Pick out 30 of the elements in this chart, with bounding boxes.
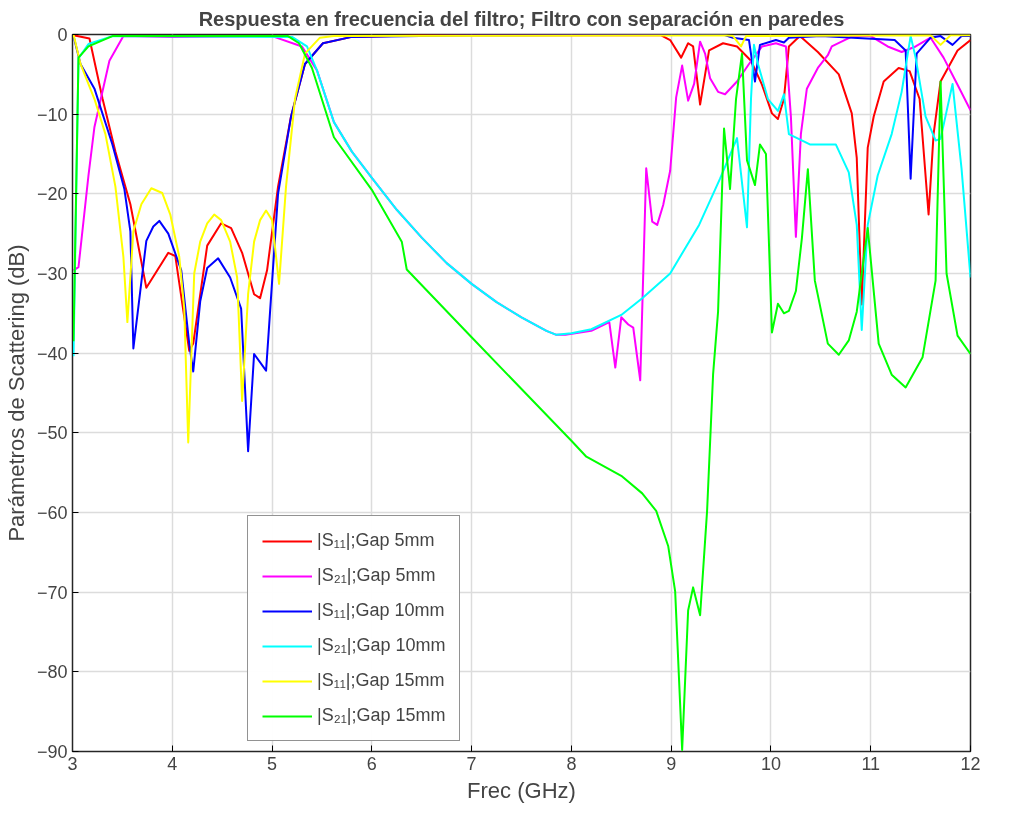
x-tick-label: 8 bbox=[566, 753, 577, 774]
x-tick-label: 4 bbox=[167, 753, 178, 774]
chart-title: Respuesta en frecuencia del filtro; Filtro con separación en paredes bbox=[198, 7, 845, 30]
x-tick-label: 3 bbox=[67, 753, 78, 774]
y-tick-label: −50 bbox=[36, 423, 68, 444]
x-tick-label: 7 bbox=[466, 753, 477, 774]
x-tick-label: 9 bbox=[666, 753, 677, 774]
y-tick-label: −80 bbox=[36, 662, 68, 683]
legend-label: |S₁₁|;Gap 10mm bbox=[317, 600, 445, 621]
y-tick-label: −20 bbox=[36, 184, 68, 205]
y-tick-label: 0 bbox=[57, 25, 68, 45]
x-tick-label: 5 bbox=[267, 753, 278, 774]
y-tick-label: −30 bbox=[36, 264, 68, 284]
y-tick-label: −40 bbox=[36, 343, 68, 364]
x-tick-label: 12 bbox=[960, 753, 981, 774]
y-tick-label: −90 bbox=[36, 742, 68, 762]
x-tick-label: 11 bbox=[861, 753, 881, 774]
x-tick-label: 6 bbox=[366, 753, 377, 774]
y-tick-label: −10 bbox=[36, 104, 68, 125]
legend-label: |S₁₁|;Gap 5mm bbox=[317, 530, 435, 551]
line-series bbox=[72, 35, 971, 751]
legend-label: |S₁₁|;Gap 15mm bbox=[317, 670, 445, 691]
legend-label: |S₂₁|;Gap 10mm bbox=[317, 635, 446, 656]
legend-label: |S₂₁|;Gap 15mm bbox=[317, 705, 446, 726]
x-tick-label: 10 bbox=[760, 753, 781, 774]
y-tick-label: −60 bbox=[36, 503, 68, 523]
y-axis-title: Parámetros de Scattering (dB) bbox=[3, 244, 29, 542]
legend-label: |S₂₁|;Gap 5mm bbox=[317, 565, 436, 586]
y-tick-label: −70 bbox=[36, 582, 68, 603]
x-axis-title: Frec (GHz) bbox=[467, 777, 576, 803]
